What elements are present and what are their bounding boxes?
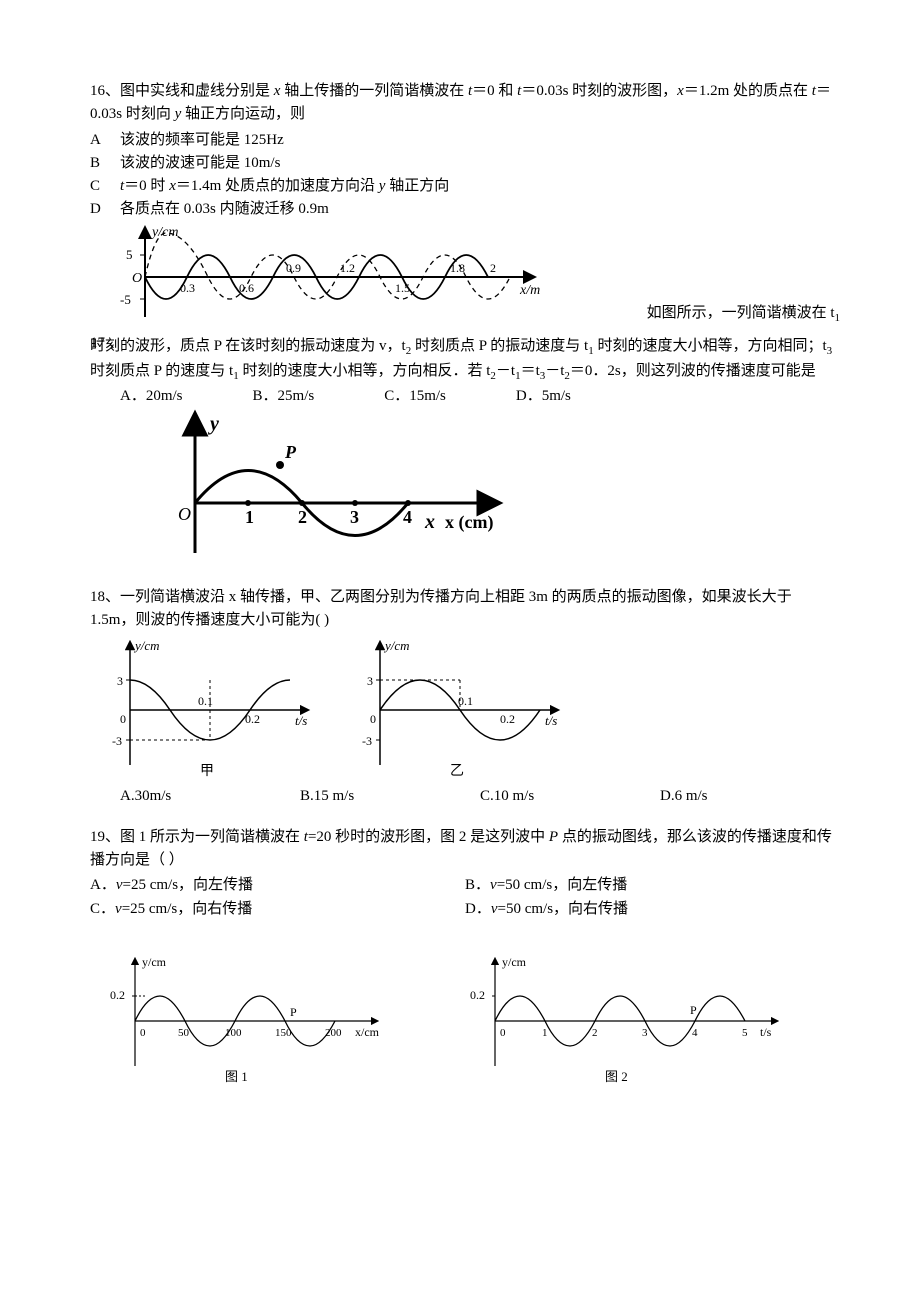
svg-text:t/s: t/s xyxy=(545,713,557,728)
svg-text:100: 100 xyxy=(225,1027,242,1039)
q18-optC: C.10 m/s xyxy=(480,785,660,808)
svg-text:1: 1 xyxy=(245,507,254,527)
svg-text:y/cm: y/cm xyxy=(383,638,410,653)
svg-text:5: 5 xyxy=(742,1027,748,1039)
q18-optB: B.15 m/s xyxy=(300,785,480,808)
svg-text:3: 3 xyxy=(367,674,373,688)
question-16: 16、图中实线和虚线分别是 x 轴上传播的一列简谐横波在 t＝0 和 t＝0.0… xyxy=(90,80,840,332)
svg-text:乙: 乙 xyxy=(450,763,464,779)
q16-optA: A该波的频率可能是 125Hz xyxy=(90,129,840,152)
svg-text:图 1: 图 1 xyxy=(225,1069,248,1084)
svg-text:150: 150 xyxy=(275,1027,292,1039)
svg-text:3: 3 xyxy=(117,674,123,688)
q19-stem: 19、图 1 所示为一列简谐横波在 t=20 秒时的波形图，图 2 是这列波中 … xyxy=(90,826,840,873)
svg-text:2: 2 xyxy=(490,261,496,275)
svg-text:3: 3 xyxy=(350,507,359,527)
q16-optD: D各质点在 0.03s 内随波迁移 0.9m xyxy=(90,198,840,221)
q16-chart: y/cm x/m O 5 -5 0.3 0.6 0.9 1.2 1.5 1.8 … xyxy=(90,222,550,332)
svg-text:y/cm: y/cm xyxy=(502,955,527,969)
svg-text:0: 0 xyxy=(120,712,126,726)
q17-chart: y x x (cm) O 1 2 3 4 P xyxy=(150,408,520,568)
svg-text:P: P xyxy=(284,442,297,462)
q19-chart1: y/cm x/cm 0.2 0 50 100 150 200 P 图 1 xyxy=(90,946,390,1096)
svg-text:y/cm: y/cm xyxy=(133,638,160,653)
svg-text:0: 0 xyxy=(370,712,376,726)
svg-text:-3: -3 xyxy=(362,734,372,748)
svg-text:200: 200 xyxy=(325,1027,342,1039)
svg-text:0.9: 0.9 xyxy=(286,261,301,275)
svg-text:50: 50 xyxy=(178,1027,190,1039)
q17-lead: 如图所示，一列简谐横波在 t1 xyxy=(647,302,840,331)
svg-text:1: 1 xyxy=(542,1027,548,1039)
svg-text:y: y xyxy=(208,413,219,435)
q18-optD: D.6 m/s xyxy=(660,785,840,808)
svg-text:t/s: t/s xyxy=(295,713,307,728)
svg-text:-5: -5 xyxy=(120,292,131,307)
q17-optD: D．5m/s xyxy=(516,385,571,408)
svg-text:4: 4 xyxy=(692,1027,698,1039)
svg-text:0.1: 0.1 xyxy=(458,694,473,708)
svg-text:O: O xyxy=(132,271,142,286)
svg-text:4: 4 xyxy=(403,507,412,527)
svg-text:0.2: 0.2 xyxy=(500,712,515,726)
svg-text:O: O xyxy=(178,504,191,524)
q18-chart-b: y/cm t/s 3 -3 0 0.1 0.2 乙 xyxy=(340,635,570,785)
svg-text:x (cm): x (cm) xyxy=(445,512,493,533)
svg-text:P: P xyxy=(690,1003,697,1017)
svg-text:x/m: x/m xyxy=(519,283,540,298)
q17-optC: C．15m/s xyxy=(384,385,446,408)
q18-number: 18、 xyxy=(90,589,120,605)
q18-chart-a: y/cm t/s 3 -3 0 0.1 0.2 甲 xyxy=(90,635,320,785)
q16-optC: Ct＝0 时 x＝1.4m 处质点的加速度方向沿 y 轴正方向 xyxy=(90,175,840,198)
q19-optB: B．v=50 cm/s，向左传播 xyxy=(465,874,840,897)
q17-optA: A．20m/s xyxy=(120,385,183,408)
q16-number: 16、 xyxy=(90,83,120,99)
q19-optD: D．v=50 cm/s，向右传播 xyxy=(465,898,840,921)
svg-text:0.6: 0.6 xyxy=(239,281,254,295)
svg-text:0.2: 0.2 xyxy=(470,988,485,1002)
svg-text:3: 3 xyxy=(642,1027,648,1039)
q18-stem: 18、一列简谐横波沿 x 轴传播，甲、乙两图分别为传播方向上相距 3m 的两质点… xyxy=(90,586,840,633)
svg-text:x/cm: x/cm xyxy=(355,1025,380,1039)
question-19: 19、图 1 所示为一列简谐横波在 t=20 秒时的波形图，图 2 是这列波中 … xyxy=(90,826,840,1096)
q19-optC: C．v=25 cm/s，向右传播 xyxy=(90,898,465,921)
q16-optB: B该波的波速可能是 10m/s xyxy=(90,152,840,175)
svg-text:t/s: t/s xyxy=(760,1025,772,1039)
q19-options-row2: C．v=25 cm/s，向右传播 D．v=50 cm/s，向右传播 xyxy=(90,898,840,921)
svg-text:1.8: 1.8 xyxy=(450,261,465,275)
svg-text:y/cm: y/cm xyxy=(142,955,167,969)
svg-text:y/cm: y/cm xyxy=(150,225,178,240)
q17-options: A．20m/s B．25m/s C．15m/s D．5m/s xyxy=(90,385,840,408)
svg-text:0: 0 xyxy=(500,1027,506,1039)
q19-options-row1: A．v=25 cm/s，向左传播 B．v=50 cm/s，向左传播 xyxy=(90,874,840,897)
q19-number: 19、 xyxy=(90,829,120,845)
svg-text:x: x xyxy=(424,511,435,533)
svg-text:0.3: 0.3 xyxy=(180,281,195,295)
svg-text:图 2: 图 2 xyxy=(605,1069,628,1084)
svg-text:0.2: 0.2 xyxy=(245,712,260,726)
q19-chart2: y/cm t/s 0.2 0 1 2 3 4 5 P 图 2 xyxy=(450,946,790,1096)
svg-text:P: P xyxy=(290,1005,297,1019)
svg-text:1.2: 1.2 xyxy=(340,261,355,275)
question-17: 17 、 时刻的波形，质点 P 在该时刻的振动速度为 v，t2 时刻质点 P 的… xyxy=(90,332,840,569)
svg-text:2: 2 xyxy=(298,507,307,527)
q19-optA: A．v=25 cm/s，向左传播 xyxy=(90,874,465,897)
svg-text:0.1: 0.1 xyxy=(198,694,213,708)
svg-text:2: 2 xyxy=(592,1027,598,1039)
q18-options: A.30m/s B.15 m/s C.10 m/s D.6 m/s xyxy=(90,785,840,808)
q16-stem: 16、图中实线和虚线分别是 x 轴上传播的一列简谐横波在 t＝0 和 t＝0.0… xyxy=(90,80,840,127)
svg-text:1.5: 1.5 xyxy=(395,281,410,295)
svg-text:甲: 甲 xyxy=(200,764,214,779)
svg-text:0.2: 0.2 xyxy=(110,988,125,1002)
svg-text:-3: -3 xyxy=(112,734,122,748)
q18-optA: A.30m/s xyxy=(120,785,300,808)
svg-text:0: 0 xyxy=(140,1027,146,1039)
svg-text:5: 5 xyxy=(126,247,133,262)
question-18: 18、一列简谐横波沿 x 轴传播，甲、乙两图分别为传播方向上相距 3m 的两质点… xyxy=(90,586,840,808)
q17-optB: B．25m/s xyxy=(253,385,315,408)
